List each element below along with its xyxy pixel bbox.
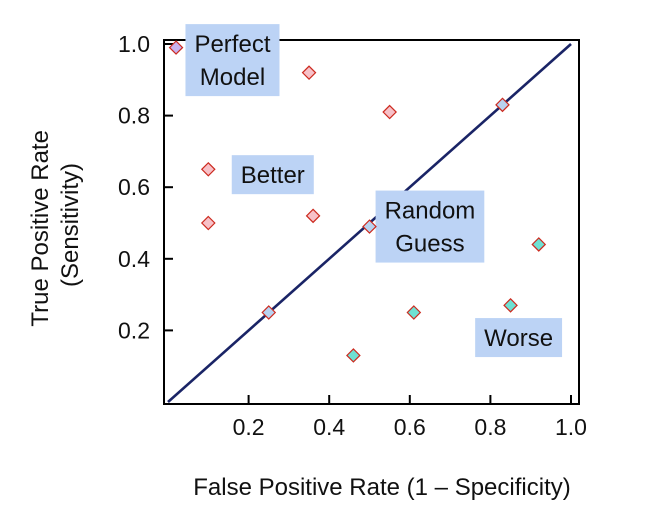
annotation-label-background bbox=[185, 24, 280, 97]
annotation-label: Worse bbox=[475, 318, 563, 358]
x-tick-label: 0.2 bbox=[233, 414, 265, 440]
annotation-label-text: Worse bbox=[484, 325, 553, 352]
random-point bbox=[495, 97, 510, 113]
y-axis-title-line-2: (Sensitivity) bbox=[57, 163, 84, 287]
worse-point bbox=[531, 237, 547, 252]
y-tick-label: 0.2 bbox=[118, 317, 150, 343]
y-tick-label: 0.8 bbox=[118, 103, 150, 129]
y-axis-ticks: 0.2 0.4 0.6 0.8 1.0 bbox=[118, 31, 173, 343]
annotation-label-background bbox=[475, 318, 563, 358]
annotation-label-background bbox=[231, 155, 314, 195]
y-tick-label: 1.0 bbox=[118, 31, 150, 57]
y-tick-label: 0.6 bbox=[118, 174, 150, 200]
worse-point bbox=[503, 297, 518, 313]
annotation-label-text: Guess bbox=[395, 231, 464, 258]
worse-point bbox=[346, 348, 361, 363]
better-point bbox=[200, 161, 216, 177]
annotation-label: Better bbox=[231, 155, 314, 195]
perfect-point bbox=[168, 40, 184, 55]
annotation-label-text: Model bbox=[200, 64, 265, 91]
better-point bbox=[301, 65, 317, 80]
y-tick-label: 0.4 bbox=[118, 246, 150, 272]
annotation-label: Random Guess bbox=[375, 190, 485, 263]
y-axis-title: True Positive Rate (Sensitivity) bbox=[27, 123, 84, 326]
random-point bbox=[261, 305, 277, 320]
annotation-label-text: Better bbox=[241, 162, 305, 189]
x-axis-title: False Positive Rate (1 – Specificity) bbox=[193, 474, 570, 501]
better-point bbox=[305, 208, 321, 224]
y-axis-title-line-1: True Positive Rate bbox=[27, 130, 54, 327]
worse-point bbox=[406, 305, 422, 320]
plot-area-frame bbox=[163, 39, 580, 405]
data-points bbox=[168, 40, 547, 363]
better-point bbox=[382, 104, 397, 120]
x-tick-label: 0.4 bbox=[313, 414, 345, 440]
x-tick-label: 0.6 bbox=[394, 414, 426, 440]
x-tick-label: 0.8 bbox=[474, 414, 506, 440]
annotations: Perfect Model Better Random Guess Worse bbox=[185, 24, 563, 358]
better-point bbox=[200, 215, 216, 231]
annotation-label-text: Random bbox=[385, 198, 476, 225]
annotation-label-background bbox=[375, 190, 485, 263]
annotation-label: Perfect Model bbox=[185, 24, 280, 97]
random-point bbox=[362, 219, 377, 234]
annotation-label-text: Perfect bbox=[194, 31, 270, 58]
x-tick-label: 1.0 bbox=[555, 414, 587, 440]
x-axis-ticks: 0.2 0.4 0.6 0.8 1.0 bbox=[233, 395, 587, 440]
